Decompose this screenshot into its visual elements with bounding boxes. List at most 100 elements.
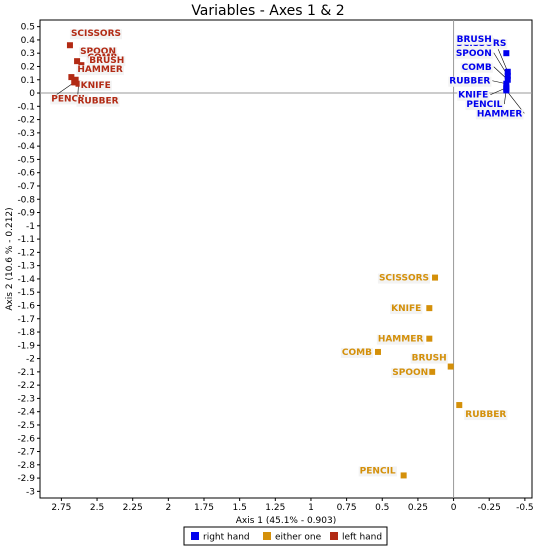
legend-label-right-hand: right hand: [203, 533, 250, 543]
y-tick-label: -0.9: [17, 209, 35, 219]
point-either-one-knife: [426, 305, 433, 312]
x-tick-label: -0.25: [478, 503, 501, 513]
x-tick-label: -0.5: [516, 503, 534, 513]
point-label-group: RUBBER: [448, 76, 492, 87]
point-label-bg: [50, 94, 89, 105]
y-tick-label: -2.5: [17, 421, 35, 431]
axis-ticks: 2.75 2.5 2.25 2 1.75 1.5 1.25 1 0.75 0.5 0.25 0 -0.2…: [17, 23, 533, 513]
x-tick-label: 1: [308, 503, 314, 513]
point-label-group: RUBBER: [76, 96, 120, 107]
y-tick-label: 0.3: [21, 49, 35, 59]
point-right-hand-rubber: [503, 80, 510, 87]
point-left-hand-rubber: [75, 80, 82, 87]
y-axis-title: Axis 2 (10.6 % - 0.212): [5, 207, 15, 310]
y-tick-label: 0.5: [21, 23, 35, 33]
point-label: BRUSH: [457, 35, 492, 45]
point-label-bg: [410, 353, 448, 364]
point-label-group: SPOON: [391, 367, 430, 378]
x-tick-label: 1.5: [232, 503, 246, 513]
point-either-one-spoon: [429, 368, 436, 375]
point-label-group: KNIFE: [79, 80, 112, 91]
point-label-group: KNIFE: [457, 90, 490, 101]
x-tick-label: 2.25: [123, 503, 143, 513]
point-label-group: COMB: [340, 347, 374, 358]
point-label-bg: [454, 48, 493, 59]
y-tick-label: -1.8: [17, 328, 35, 338]
y-tick-label: 0.4: [21, 36, 36, 46]
zero-lines: [40, 20, 532, 498]
point-label-bg: [69, 29, 123, 40]
y-tick-label: -1.6: [17, 301, 35, 311]
y-tick-label: -1.5: [17, 288, 35, 298]
y-tick-label: -3: [26, 487, 35, 497]
y-tick-label: -0.5: [17, 155, 35, 165]
x-tick-label: 0.5: [375, 503, 389, 513]
legend-swatch-either-one: [263, 532, 271, 540]
legend-label-either-one: either one: [275, 533, 322, 543]
point-label-group: HAMMER: [475, 109, 524, 120]
y-tick-label: -2.4: [17, 408, 35, 418]
point-label: PENCIL: [466, 100, 502, 110]
point-label-bg: [76, 96, 120, 107]
x-tick-label: 1.75: [194, 503, 214, 513]
y-tick-label: -1.2: [17, 248, 35, 258]
legend-swatch-right-hand: [191, 532, 199, 540]
x-axis-title: Axis 1 (45.1% - 0.903): [236, 516, 336, 526]
point-label-group: PENCIL: [465, 100, 504, 111]
y-tick-label: -1.1: [17, 235, 35, 245]
point-right-hand-hammer: [503, 87, 510, 94]
point-label-bg: [460, 62, 493, 73]
y-tick-label: -0.7: [17, 182, 35, 192]
point-label: RUBBER: [449, 77, 490, 87]
y-tick-label: -2.1: [17, 368, 35, 378]
point-label: PENCIL: [51, 94, 87, 104]
point-label-bg: [448, 76, 492, 87]
y-tick-label: -2.6: [17, 434, 35, 444]
x-tick-label: 2.5: [90, 503, 104, 513]
point-label-group: SPOON: [454, 48, 493, 59]
point-label-group: BRUSH: [88, 56, 126, 67]
point-label-group: KNIFE: [390, 304, 423, 315]
y-tick-label: -0.3: [17, 129, 35, 139]
point-right-hand-comb: [504, 76, 511, 83]
point-label-group: HAMMER: [376, 334, 425, 345]
point-either-one-brush: [447, 363, 454, 370]
point-label-bg: [391, 367, 430, 378]
point-label-group: COMB: [460, 62, 493, 73]
point-either-one-pencil: [400, 472, 407, 479]
point-label: SCISSORS: [71, 29, 121, 39]
y-tick-label: -1.7: [17, 315, 35, 325]
point-left-hand-spoon: [74, 58, 81, 65]
y-tick-label: 0: [29, 89, 35, 99]
legend: right hand either one left hand: [183, 526, 388, 546]
y-tick-label: -2.7: [17, 448, 35, 458]
point-label-bg: [390, 304, 423, 315]
y-tick-label: -1: [26, 222, 35, 232]
labels-layer: SCISSORSBRUSHSPOONCOMBRUBBERKNIFEPENCILH…: [50, 29, 524, 477]
point-label: COMB: [342, 348, 372, 358]
point-label-bg: [475, 109, 524, 120]
point-right-hand-scissors: [503, 50, 510, 57]
point-label: BRUSH: [412, 354, 447, 364]
point-label: RUBBER: [465, 410, 506, 420]
y-tick-label: -1.9: [17, 341, 35, 351]
point-label: PENCIL: [360, 466, 396, 476]
point-left-hand-scissors: [66, 42, 73, 49]
point-label: COMB: [462, 63, 492, 73]
x-tick-label: 0: [451, 503, 457, 513]
y-tick-label: -2.8: [17, 461, 35, 471]
point-label: RUBBER: [78, 97, 119, 107]
point-label-bg: [465, 100, 504, 111]
point-label: KNIFE: [391, 304, 421, 314]
point-either-one-hammer: [426, 335, 433, 342]
y-tick-label: -0.2: [17, 116, 35, 126]
y-tick-label: -0.1: [17, 102, 35, 112]
point-label: KNIFE: [458, 91, 488, 101]
point-either-one-rubber: [456, 402, 463, 409]
y-tick-label: -1.4: [17, 275, 35, 285]
point-label-group: RUBBER: [464, 410, 508, 421]
point-label-bg: [79, 47, 118, 58]
point-label-group: PENCIL: [358, 466, 397, 477]
